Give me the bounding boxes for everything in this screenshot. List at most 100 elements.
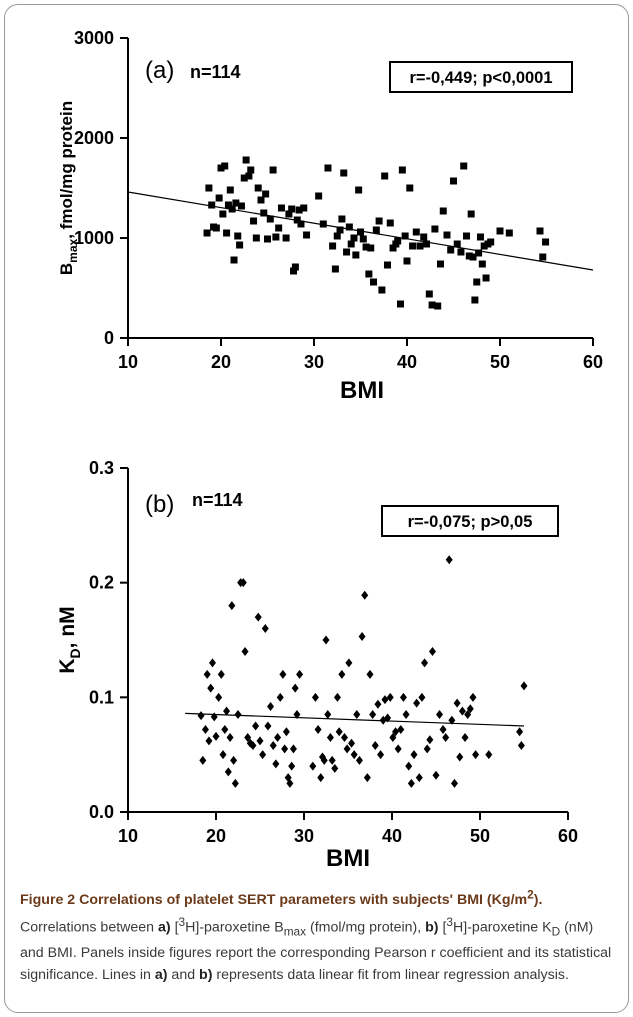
- panel-b-point: [377, 750, 385, 760]
- panel-b-point: [333, 692, 341, 702]
- panel-a-y-tick-label: 2000: [74, 128, 114, 148]
- panel-a-y-tick-label: 3000: [74, 28, 114, 48]
- panel-b-point: [234, 710, 242, 720]
- panel-b-point: [410, 750, 418, 760]
- panel-a-point: [291, 263, 299, 271]
- panel-b-point: [386, 692, 394, 702]
- panel-b-point: [231, 778, 239, 788]
- panel-a-point: [300, 204, 308, 212]
- panel-b-point: [366, 669, 374, 679]
- panel-b-stat-label: r=-0,075; p>0,05: [408, 513, 533, 531]
- panel-b-stat-box: [381, 505, 559, 537]
- panel-a-point: [505, 229, 513, 237]
- panel-a-point: [465, 252, 473, 260]
- panel-b-point: [309, 761, 317, 771]
- panel-a-point: [473, 278, 481, 286]
- panel-b-point: [208, 658, 216, 668]
- panel-a-y-label: Bmax, fmol/mg protein: [57, 101, 80, 275]
- panel-b-point: [291, 683, 299, 693]
- panel-b-point: [205, 736, 213, 746]
- panel-b-points: [197, 555, 528, 788]
- panel-a-n-label: n=114: [190, 62, 241, 82]
- panel-a-point: [203, 229, 211, 237]
- panel-b-point: [212, 731, 220, 741]
- panel-b-y-tick-label: 0.0: [89, 802, 114, 822]
- panel-a-point: [480, 242, 488, 250]
- panel-b-y-tick-label: 0.3: [89, 458, 114, 478]
- panel-b-point: [272, 759, 280, 769]
- panel-a-point: [471, 296, 479, 304]
- panel-b-point: [402, 710, 410, 720]
- panel-b-point: [361, 590, 369, 600]
- panel-b-x-tick-label: 60: [558, 826, 578, 846]
- panel-a-point: [409, 242, 417, 250]
- panel-b-point: [331, 763, 339, 773]
- panel-a-point: [539, 253, 547, 261]
- panel-a-point: [232, 199, 240, 207]
- panel-b-point: [256, 736, 264, 746]
- panel-a-point: [359, 235, 367, 243]
- panel-b-x-tick-label: 40: [382, 826, 402, 846]
- panel-b-point: [328, 755, 336, 765]
- panel-b-point: [343, 744, 351, 754]
- panel-b-point: [448, 715, 456, 725]
- panel-a-point: [338, 215, 346, 223]
- panel-a-point: [205, 184, 213, 192]
- panel-a-point: [230, 256, 238, 264]
- figure-caption: Figure 2 Correlations of platelet SERT p…: [20, 887, 612, 984]
- panel-b-point: [353, 710, 361, 720]
- panel-a-point: [257, 196, 265, 204]
- panel-a-point: [260, 209, 268, 217]
- panel-b-point: [466, 704, 474, 714]
- panel-a-point: [365, 270, 373, 278]
- panel-b-point: [426, 735, 434, 745]
- panel-a-point: [401, 232, 409, 240]
- panel-b-x-tick-label: 20: [206, 826, 226, 846]
- panel-a-x-tick-label: 20: [211, 352, 231, 372]
- panel-b-point: [230, 755, 238, 765]
- panel-b-point: [282, 727, 290, 737]
- panel-a-point: [423, 240, 431, 248]
- panel-a-point: [285, 210, 293, 218]
- panel-a-point: [460, 162, 468, 170]
- panel-b-point: [320, 755, 328, 765]
- panel-b-point: [461, 732, 469, 742]
- panel-a-point: [403, 257, 411, 265]
- panel-b-x-tick-label: 50: [470, 826, 490, 846]
- panel-a-point: [394, 237, 402, 245]
- panel-a-point: [329, 242, 337, 250]
- panel-b-point: [432, 770, 440, 780]
- panel-b-point: [421, 658, 429, 668]
- panel-b-y-tick-label: 0.1: [89, 687, 114, 707]
- panel-a-point: [224, 201, 232, 209]
- panel-a-point: [542, 238, 550, 246]
- panel-b-point: [252, 721, 260, 731]
- panel-a-point: [463, 232, 471, 240]
- panel-a-x-tick-label: 30: [304, 352, 324, 372]
- panel-a-point: [476, 233, 484, 241]
- panel-a-point: [431, 225, 439, 233]
- panel-b-point: [445, 555, 453, 565]
- panel-b-point: [317, 773, 325, 783]
- panel-b-point: [456, 752, 464, 762]
- panel-b-point: [485, 750, 493, 760]
- panel-a-point: [295, 206, 303, 214]
- panel-b-x-tick-label: 30: [294, 826, 314, 846]
- panel-b-point: [450, 778, 458, 788]
- panel-a-point: [252, 234, 260, 242]
- panel-b-y-label: KD, nM: [56, 606, 83, 673]
- panel-b-point: [226, 732, 234, 742]
- panel-b-point: [384, 713, 392, 723]
- panel-a-point: [212, 224, 220, 232]
- panel-a-stat-box: [389, 61, 573, 93]
- panel-b-point: [355, 755, 363, 765]
- panel-a-points: [203, 156, 550, 310]
- panel-a-point: [389, 244, 397, 252]
- panel-b-point: [207, 683, 215, 693]
- panel-a-point: [412, 228, 420, 236]
- panel-b-point: [254, 612, 262, 622]
- panel-b-point: [274, 732, 282, 742]
- panel-b-point: [311, 692, 319, 702]
- panel-b-point: [201, 724, 209, 734]
- panel-a-point: [297, 220, 305, 228]
